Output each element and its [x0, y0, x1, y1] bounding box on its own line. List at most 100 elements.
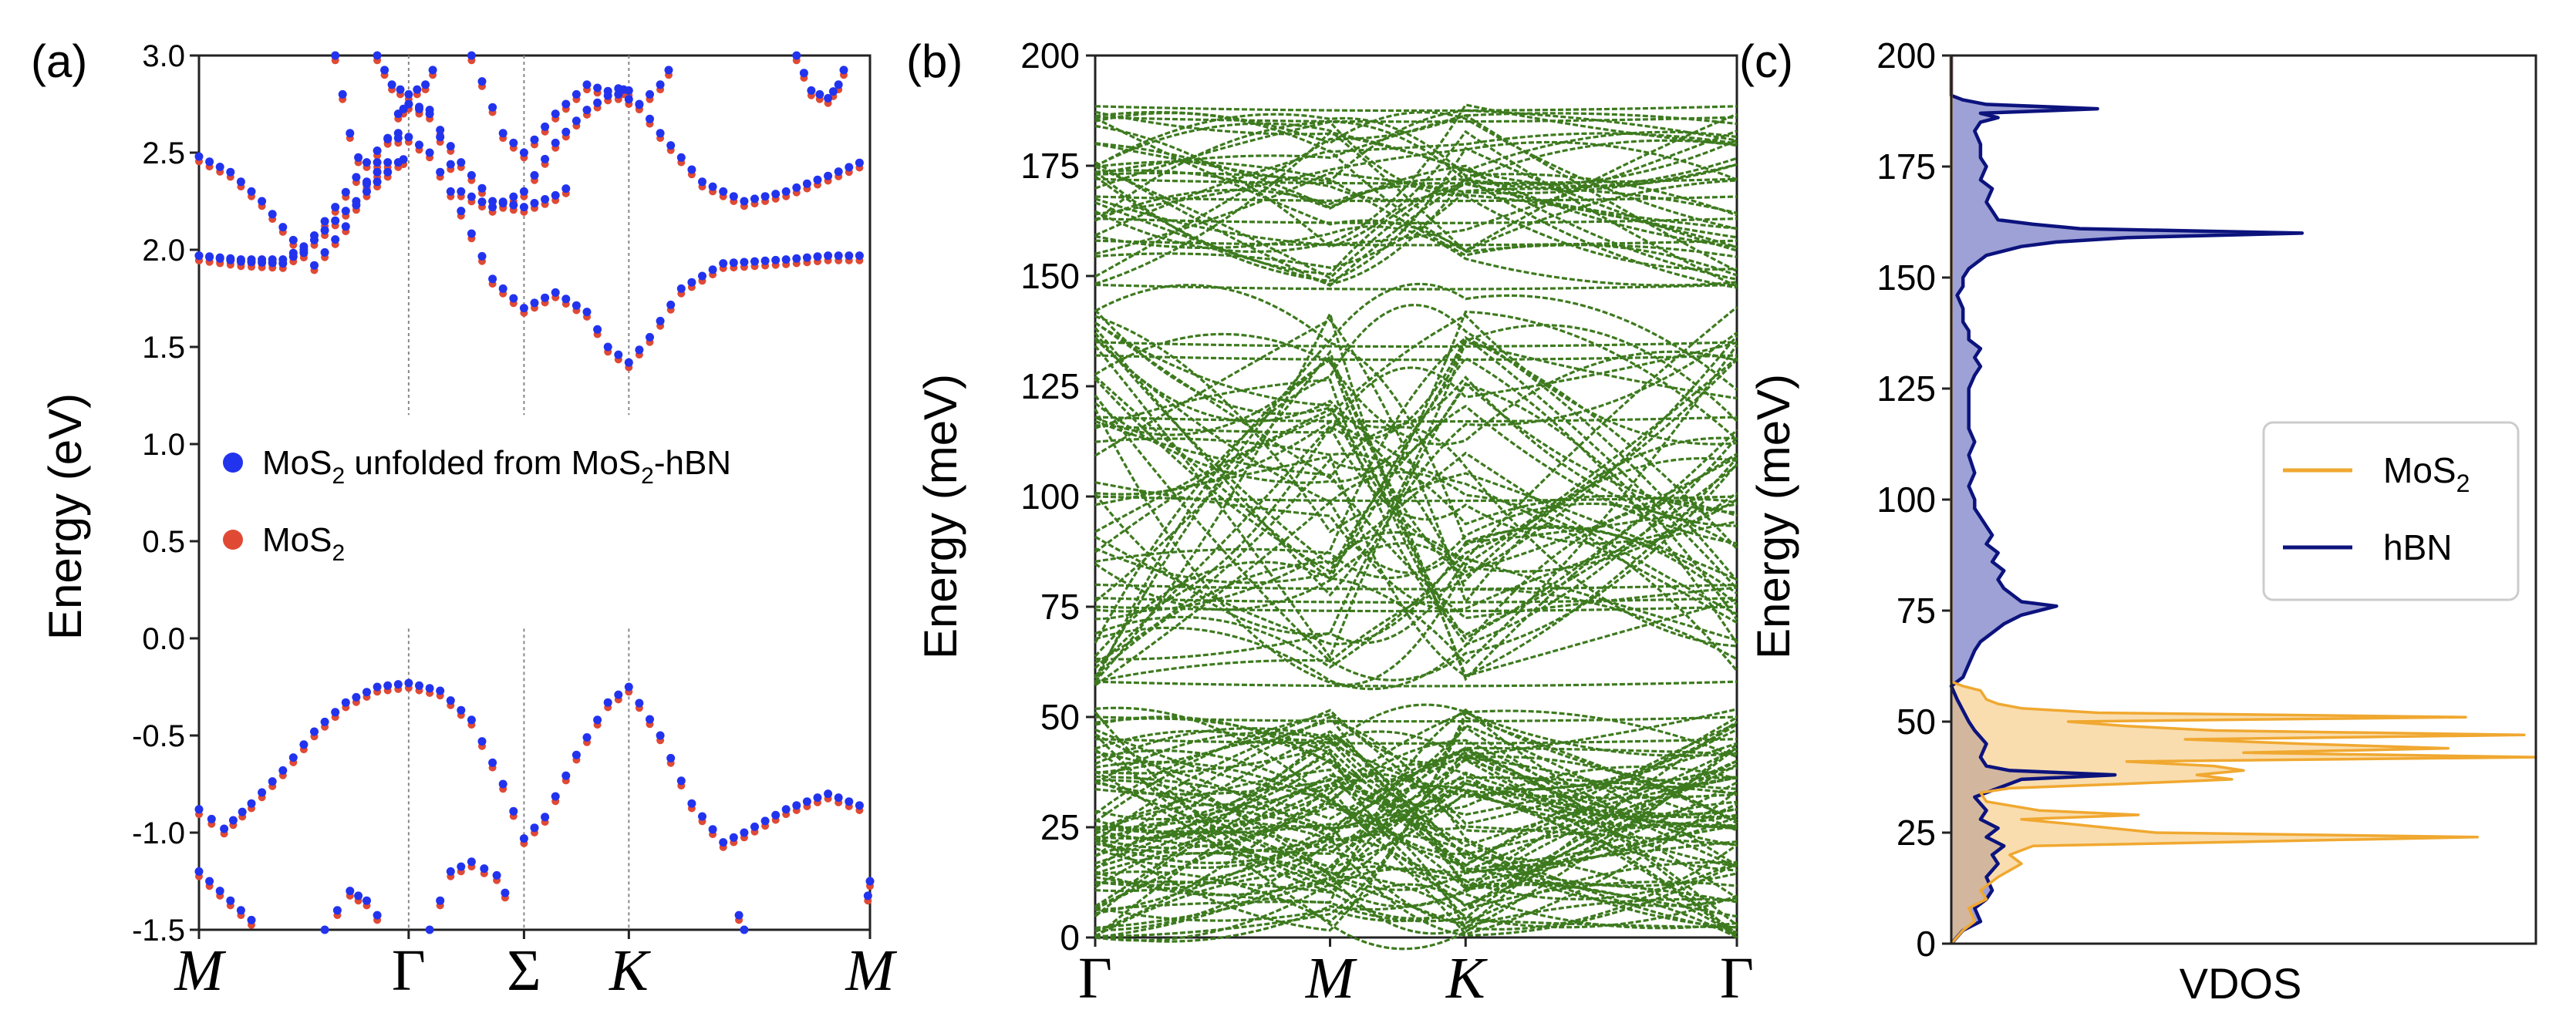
panel-a-label: (a)	[31, 35, 87, 87]
unfolded-point	[813, 252, 822, 261]
unfolded-point	[509, 806, 518, 816]
unfolded-point	[698, 812, 706, 821]
unfolded-point	[614, 350, 623, 359]
unfolded-point	[624, 682, 633, 692]
unfolded-point	[498, 197, 507, 207]
unfolded-point	[687, 799, 696, 808]
panel-b-label: (b)	[906, 35, 963, 87]
unfolded-point	[771, 190, 781, 199]
vdos-line-mos2	[1950, 56, 2537, 945]
unfolded-point	[646, 89, 654, 99]
unfolded-point	[446, 160, 455, 169]
unfolded-point	[354, 153, 363, 162]
phonon-branch	[1094, 882, 1738, 942]
unfolded-point	[331, 216, 340, 225]
phonon-branch	[1094, 344, 1738, 665]
unfolded-point	[541, 813, 550, 822]
unfolded-point	[477, 183, 487, 193]
unfolded-point	[792, 801, 801, 810]
panel-c-ytick-label: 0	[1916, 924, 1936, 964]
unfolded-point	[656, 80, 665, 89]
unfolded-point	[698, 177, 706, 187]
unfolded-point	[792, 183, 801, 192]
phonon-branch	[1094, 163, 1738, 280]
phonon-branch	[1094, 113, 1738, 252]
unfolded-point	[404, 99, 413, 109]
panel-b-ytick-label: 150	[1020, 256, 1080, 296]
unfolded-point	[664, 66, 673, 75]
unfolded-point	[719, 259, 728, 268]
unfolded-point	[519, 304, 528, 313]
panel-b-ytick-label: 75	[1040, 587, 1080, 627]
unfolded-point	[561, 99, 571, 109]
unfolded-point	[404, 133, 413, 142]
panel-a-ytick-label: 3.0	[142, 39, 185, 73]
unfolded-point	[467, 51, 476, 60]
phonon-branch	[1094, 852, 1738, 929]
phonon-branch	[1094, 341, 1738, 434]
unfolded-point	[740, 828, 749, 837]
phonon-branch	[1094, 771, 1738, 893]
unfolded-point	[425, 925, 434, 934]
unfolded-point	[320, 217, 329, 226]
unfolded-point	[561, 184, 571, 194]
unfolded-point	[467, 857, 476, 867]
phonon-branch	[1094, 716, 1738, 890]
phonon-branch-flat	[1094, 177, 1738, 185]
unfolded-point	[288, 248, 298, 258]
unfolded-point	[362, 896, 371, 905]
unfolded-point	[380, 66, 389, 75]
unfolded-point	[215, 887, 224, 896]
panel-a-ytick-label: 2.0	[142, 234, 185, 268]
phonon-branch	[1094, 310, 1738, 584]
unfolded-point	[467, 715, 476, 725]
unfolded-point	[519, 187, 528, 196]
unfolded-point	[258, 197, 267, 206]
unfolded-point	[467, 192, 476, 201]
unfolded-point	[509, 138, 518, 147]
unfolded-point	[288, 235, 298, 244]
unfolded-point	[354, 891, 363, 900]
unfolded-point	[346, 887, 355, 896]
phonon-branch	[1094, 185, 1738, 271]
unfolded-point	[656, 129, 665, 138]
panel-a-kpoint-label: Σ	[507, 938, 541, 1003]
phonon-branch	[1094, 112, 1738, 176]
unfolded-point	[320, 247, 329, 257]
panel-a-legend: MoS2 unfolded from MoS2-hBN MoS2	[223, 444, 731, 566]
panel-a-ytick-label: -1.5	[132, 914, 185, 948]
panel-b-phonon-dispersion: (b) 0 25 50 75 100 125 150 175 200 Γ M K Γ Energy (m…	[906, 35, 1754, 1011]
phonon-branch	[1094, 733, 1738, 935]
unfolded-point	[341, 698, 350, 707]
unfolded-point	[687, 165, 696, 174]
phonon-branch-flat	[1094, 715, 1738, 723]
phonon-branch	[1094, 120, 1738, 190]
unfolded-point	[362, 158, 371, 167]
unfolded-point	[582, 733, 592, 742]
unfolded-point	[734, 911, 743, 920]
unfolded-point	[288, 753, 298, 762]
unfolded-point	[799, 69, 808, 78]
unfolded-point	[457, 705, 466, 715]
unfolded-point	[228, 816, 238, 825]
phonon-branch	[1094, 327, 1738, 597]
unfolded-point	[310, 261, 319, 270]
phonon-branch-flat	[1094, 105, 1738, 113]
unfolded-point	[425, 684, 434, 693]
unfolded-point	[624, 86, 633, 95]
phonon-branch	[1094, 715, 1738, 918]
unfolded-point	[383, 681, 393, 690]
unfolded-point	[603, 698, 612, 707]
unfolded-point	[719, 187, 728, 196]
panel-a-ytick-label: 0.0	[142, 622, 185, 656]
phonon-branch	[1094, 130, 1738, 285]
phonon-branch	[1094, 315, 1738, 581]
panel-b-plot-area: 0 25 50 75 100 125 150 175 200 Γ M K Γ	[1020, 35, 1754, 1011]
phonon-branch	[1094, 332, 1738, 636]
unfolded-point	[603, 86, 612, 96]
unfolded-point	[383, 158, 393, 167]
phonon-branch	[1094, 120, 1738, 249]
phonon-branch	[1094, 746, 1738, 924]
unfolded-point	[373, 146, 382, 155]
